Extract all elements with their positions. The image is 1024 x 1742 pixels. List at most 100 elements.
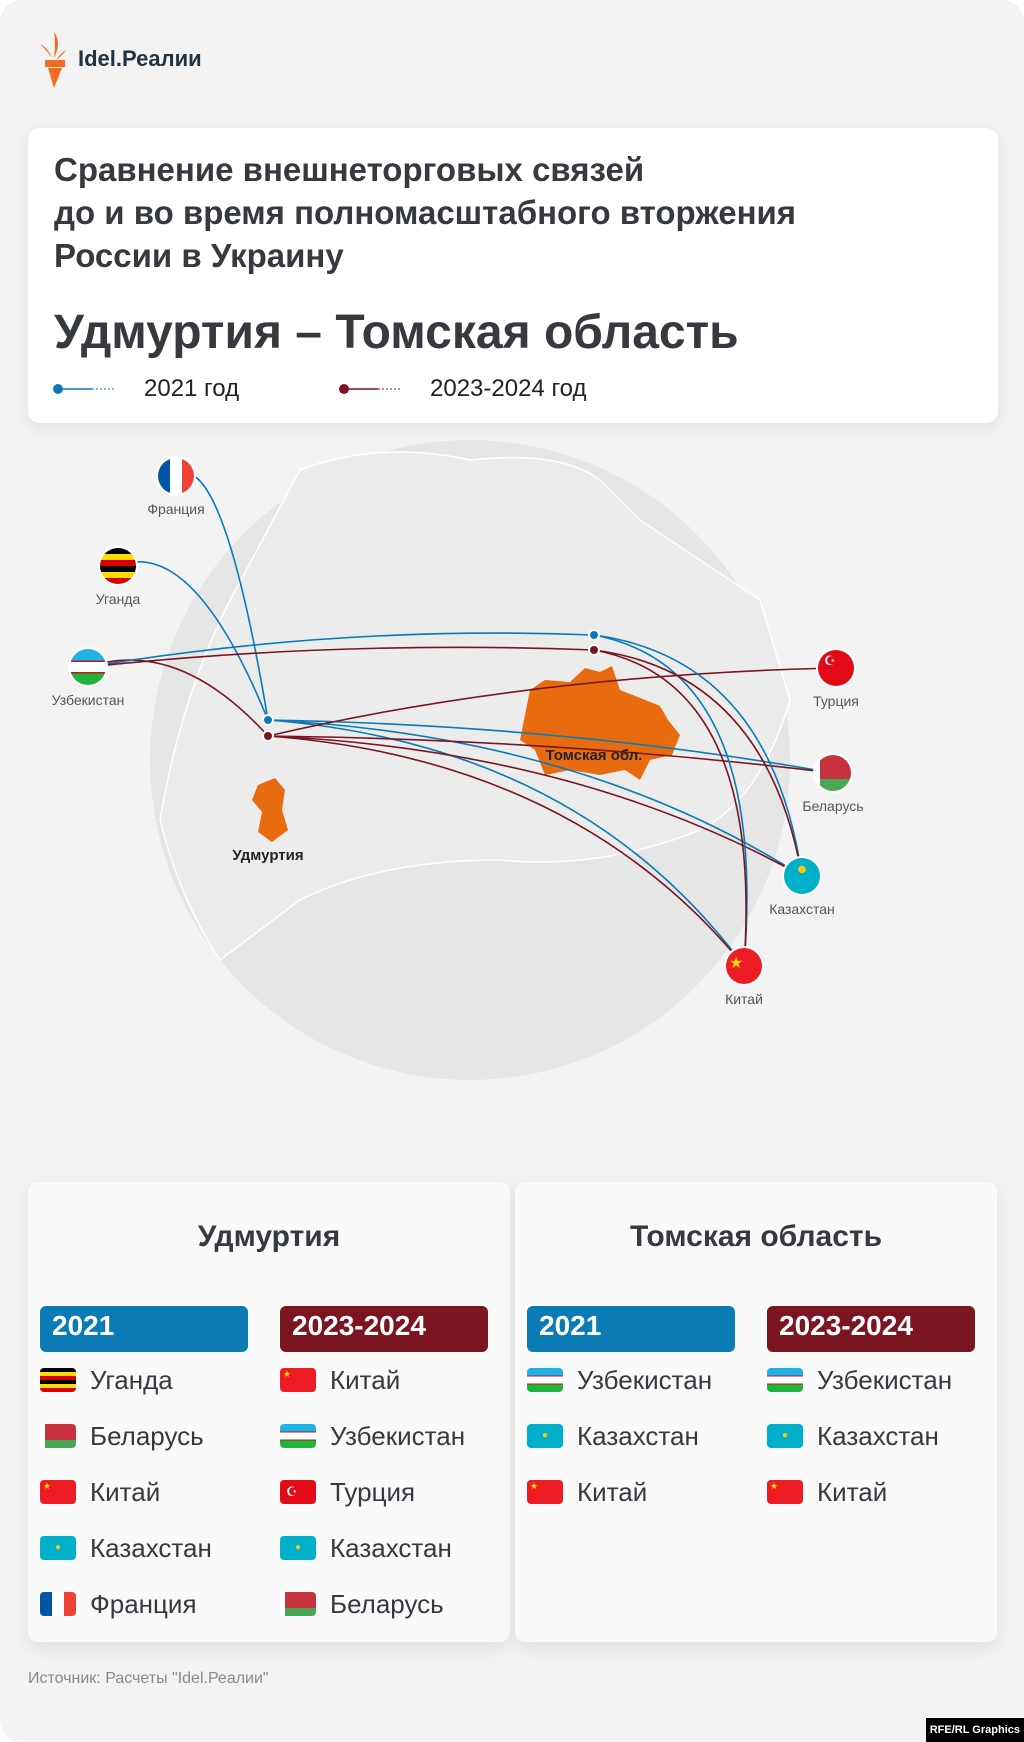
country-name: Казахстан — [330, 1532, 452, 1563]
legend-line-red — [339, 384, 400, 394]
column-header: 2021 — [40, 1306, 248, 1352]
country-name: Уганда — [90, 1364, 173, 1395]
list-item-belarus: Беларусь — [280, 1576, 488, 1632]
list-item-kazakhstan: ● Казахстан — [280, 1520, 488, 1576]
region-udmurtia — [252, 778, 288, 842]
connection-udmurtia-2023-belarus — [267, 735, 834, 774]
flag-china-icon: ★ — [280, 1368, 316, 1392]
country-marker-uzbekistan: Узбекистан — [52, 647, 125, 708]
country-label: Турция — [813, 693, 859, 709]
region-label-tomsk: Томская обл. — [546, 747, 643, 764]
country-name: Казахстан — [817, 1420, 939, 1451]
region-label-udmurtia: Удмуртия — [232, 847, 303, 864]
flag-france-icon — [156, 456, 196, 496]
flag-kazakhstan-icon: ● — [782, 856, 822, 896]
region-tomsk — [520, 666, 680, 780]
legend-2023: 2023-2024 год — [338, 375, 587, 403]
flag-uzbekistan-icon — [68, 647, 108, 687]
flag-kazakhstan-icon: ● — [280, 1536, 316, 1560]
column-2021: 2021 Узбекистан ● Казахстан ★ Китай — [527, 1306, 735, 1520]
flag-china-icon: ★ — [767, 1480, 803, 1504]
list-item-uzbekistan: Узбекистан — [280, 1408, 488, 1464]
flag-kazakhstan-icon: ● — [527, 1424, 563, 1448]
title-card: Сравнение внешнеторговых связей до и во … — [28, 128, 998, 423]
list-item-china: ★ Китай — [767, 1464, 975, 1520]
country-marker-kazakhstan: ● Казахстан — [769, 856, 835, 917]
connection-udmurtia-2023-china — [267, 735, 745, 967]
country-name: Китай — [90, 1476, 161, 1507]
country-name: Узбекистан — [577, 1364, 713, 1395]
russia-landmass — [159, 451, 791, 962]
title-line: до и во время полномасштабного вторжения — [54, 194, 797, 231]
list-item-belarus: Беларусь — [40, 1408, 248, 1464]
source-note: Источник: Расчеты "Idel.Реалии" — [28, 1670, 269, 1687]
country-label: Казахстан — [769, 901, 835, 917]
connection-udmurtia-2021-belarus — [267, 719, 834, 774]
flag-belarus-icon — [813, 753, 853, 793]
list-item-uzbekistan: Узбекистан — [527, 1352, 735, 1408]
connection-tomsk-2021-kazakhstan — [593, 634, 803, 877]
country-name: Китай — [577, 1476, 648, 1507]
country-label: Узбекистан — [52, 692, 125, 708]
connection-tomsk-2021-china — [593, 634, 748, 967]
country-marker-belarus: Беларусь — [802, 753, 864, 814]
country-label: Франция — [147, 501, 204, 517]
list-item-france: Франция — [40, 1576, 248, 1632]
flag-china-icon: ★ — [527, 1480, 563, 1504]
origin-node — [262, 714, 274, 726]
country-marker-uganda: Уганда — [96, 546, 141, 607]
country-marker-france: Франция — [147, 456, 205, 517]
list-item-kazakhstan: ● Казахстан — [40, 1520, 248, 1576]
country-marker-turkey: ☪ Турция — [813, 648, 859, 709]
country-label: Уганда — [96, 591, 141, 607]
country-name: Китай — [330, 1364, 401, 1395]
column-header: 2023-2024 — [280, 1306, 488, 1352]
country-label: Китай — [725, 991, 763, 1007]
column-2021: 2021 Уганда Беларусь ★ Китай ● Казахстан Франци… — [40, 1306, 248, 1632]
connection-tomsk-2023-kazakhstan — [593, 649, 803, 877]
flag-uzbekistan-icon — [280, 1424, 316, 1448]
legend-label: 2023-2024 год — [430, 375, 587, 402]
connection-tomsk-2023-china — [593, 649, 747, 967]
connection-udmurtia-2021-kazakhstan — [267, 719, 803, 877]
country-name: Беларусь — [330, 1588, 444, 1619]
connection-tomsk-2021-uzbekistan — [87, 632, 595, 668]
list-item-kazakhstan: ● Казахстан — [527, 1408, 735, 1464]
connection-udmurtia-2023-kazakhstan — [267, 735, 803, 877]
country-label: Беларусь — [802, 798, 863, 814]
panel-udmurtia: Удмуртия 2021 Уганда Беларусь ★ Китай ● Казахс… — [28, 1182, 510, 1642]
brand-logo: Idel.Реалии — [36, 30, 202, 88]
country-name: Турция — [330, 1476, 416, 1507]
list-item-turkey: ☪ Турция — [280, 1464, 488, 1520]
flag-kazakhstan-icon: ● — [767, 1424, 803, 1448]
column-header: 2021 — [527, 1306, 735, 1352]
page-title: Сравнение внешнеторговых связей до и во … — [54, 148, 796, 277]
trade-map: Удмуртия Томская обл. Франция Уганда Узбек… — [52, 440, 864, 1080]
flag-turkey-icon: ☪ — [280, 1480, 316, 1504]
flag-uzbekistan-icon — [767, 1368, 803, 1392]
page-subtitle: Удмуртия – Томская область — [54, 306, 739, 359]
flag-kazakhstan-icon: ● — [40, 1536, 76, 1560]
brand-name: Idel.Реалии — [78, 46, 202, 71]
country-name: Казахстан — [90, 1532, 212, 1563]
country-marker-china: ★ Китай — [724, 946, 764, 1007]
list-item-uzbekistan: Узбекистан — [767, 1352, 975, 1408]
column-2023: 2023-2024 ★ Китай Узбекистан ☪ Турция ● Казахст… — [280, 1306, 488, 1632]
country-name: Узбекистан — [817, 1364, 953, 1395]
legend-label: 2021 год — [144, 375, 240, 402]
flag-france-icon — [40, 1592, 76, 1616]
column-2023: 2023-2024 Узбекистан ● Казахстан ★ Китай — [767, 1306, 975, 1520]
list-item-china: ★ Китай — [527, 1464, 735, 1520]
list-item-uganda: Уганда — [40, 1352, 248, 1408]
title-line: России в Украину — [54, 237, 344, 274]
country-name: Узбекистан — [330, 1420, 466, 1451]
list-item-china: ★ Китай — [280, 1352, 488, 1408]
flag-china-icon: ★ — [40, 1480, 76, 1504]
flag-china-icon: ★ — [724, 946, 764, 986]
flag-uganda-icon — [40, 1368, 76, 1392]
title-line: Сравнение внешнеторговых связей — [54, 151, 645, 188]
credit: RFE/RL Graphics — [925, 1718, 1024, 1742]
origin-node — [262, 730, 274, 742]
flag-belarus-icon — [40, 1424, 76, 1448]
